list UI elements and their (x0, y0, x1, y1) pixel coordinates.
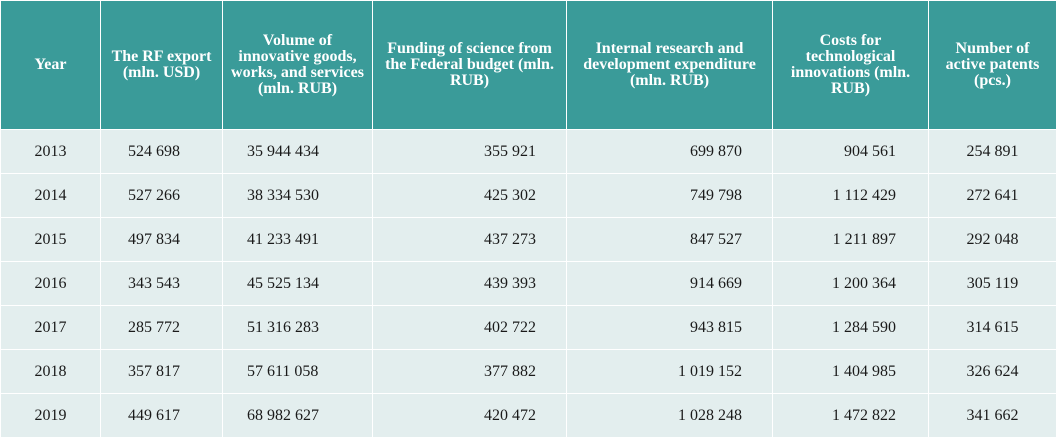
cell-year: 2018 (0, 349, 101, 394)
cell-rnd-expenditure: 699 870 (566, 129, 773, 174)
cell-innovation-costs: 1 284 590 (772, 305, 929, 350)
cell-innovative-volume: 35 944 434 (222, 129, 373, 174)
cell-innovative-volume: 68 982 627 (222, 393, 373, 438)
cell-active-patents: 314 615 (928, 305, 1056, 350)
table-row: 2016 343 543 45 525 134 439 393 914 669 … (0, 261, 1056, 306)
cell-rnd-expenditure: 749 798 (566, 173, 773, 218)
cell-export: 449 617 (100, 393, 223, 438)
cell-active-patents: 341 662 (928, 393, 1056, 438)
cell-science-funding: 425 302 (372, 173, 567, 218)
cell-innovative-volume: 57 611 058 (222, 349, 373, 394)
header-innovation-costs: Costs for technological innovations (mln… (772, 0, 929, 130)
cell-rnd-expenditure: 1 019 152 (566, 349, 773, 394)
cell-innovative-volume: 45 525 134 (222, 261, 373, 306)
cell-export: 497 834 (100, 217, 223, 262)
cell-export: 357 817 (100, 349, 223, 394)
header-rnd-expenditure: Internal research and development expend… (566, 0, 773, 130)
header-year: Year (0, 0, 101, 130)
cell-year: 2014 (0, 173, 101, 218)
cell-innovation-costs: 1 472 822 (772, 393, 929, 438)
cell-active-patents: 254 891 (928, 129, 1056, 174)
header-science-funding: Funding of science from the Federal budg… (372, 0, 567, 130)
cell-science-funding: 437 273 (372, 217, 567, 262)
cell-science-funding: 355 921 (372, 129, 567, 174)
cell-science-funding: 439 393 (372, 261, 567, 306)
cell-year: 2016 (0, 261, 101, 306)
cell-export: 524 698 (100, 129, 223, 174)
cell-active-patents: 272 641 (928, 173, 1056, 218)
cell-export: 527 266 (100, 173, 223, 218)
cell-rnd-expenditure: 847 527 (566, 217, 773, 262)
cell-science-funding: 420 472 (372, 393, 567, 438)
cell-innovative-volume: 51 316 283 (222, 305, 373, 350)
cell-year: 2015 (0, 217, 101, 262)
header-export: The RF export (mln. USD) (100, 0, 223, 130)
cell-rnd-expenditure: 1 028 248 (566, 393, 773, 438)
header-innovative-volume: Volume of innovative goods, works, and s… (222, 0, 373, 130)
header-active-patents: Number of active patents (pcs.) (928, 0, 1056, 130)
cell-year: 2019 (0, 393, 101, 438)
cell-year: 2017 (0, 305, 101, 350)
cell-innovative-volume: 41 233 491 (222, 217, 373, 262)
header-row: Year The RF export (mln. USD) Volume of … (0, 0, 1056, 130)
table-row: 2017 285 772 51 316 283 402 722 943 815 … (0, 305, 1056, 350)
cell-active-patents: 305 119 (928, 261, 1056, 306)
cell-export: 343 543 (100, 261, 223, 306)
cell-science-funding: 402 722 (372, 305, 567, 350)
cell-innovation-costs: 1 404 985 (772, 349, 929, 394)
cell-innovation-costs: 1 200 364 (772, 261, 929, 306)
table-row: 2019 449 617 68 982 627 420 472 1 028 24… (0, 393, 1056, 438)
cell-science-funding: 377 882 (372, 349, 567, 394)
cell-rnd-expenditure: 943 815 (566, 305, 773, 350)
table-row: 2013 524 698 35 944 434 355 921 699 870 … (0, 129, 1056, 174)
cell-export: 285 772 (100, 305, 223, 350)
cell-year: 2013 (0, 129, 101, 174)
cell-active-patents: 326 624 (928, 349, 1056, 394)
cell-innovation-costs: 1 112 429 (772, 173, 929, 218)
cell-rnd-expenditure: 914 669 (566, 261, 773, 306)
cell-innovative-volume: 38 334 530 (222, 173, 373, 218)
cell-innovation-costs: 904 561 (772, 129, 929, 174)
table-row: 2015 497 834 41 233 491 437 273 847 527 … (0, 217, 1056, 262)
table-row: 2014 527 266 38 334 530 425 302 749 798 … (0, 173, 1056, 218)
cell-innovation-costs: 1 211 897 (772, 217, 929, 262)
table-row: 2018 357 817 57 611 058 377 882 1 019 15… (0, 349, 1056, 394)
cell-active-patents: 292 048 (928, 217, 1056, 262)
